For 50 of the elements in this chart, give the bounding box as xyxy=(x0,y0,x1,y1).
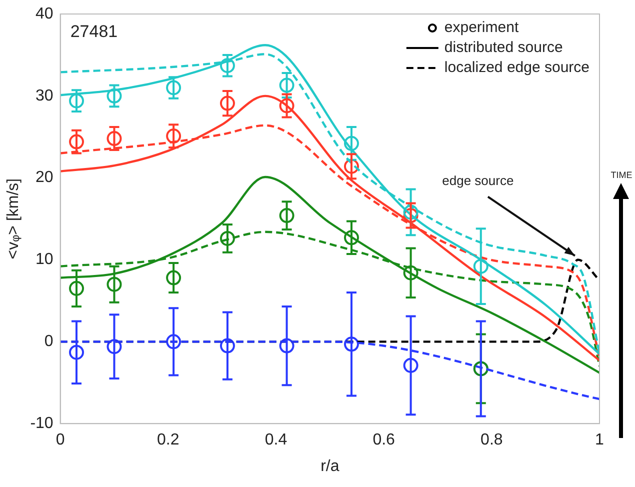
point xyxy=(473,258,488,274)
y-tick-label: 10 xyxy=(36,251,54,268)
point xyxy=(403,204,418,220)
x-tick-label: 0 xyxy=(56,432,65,449)
x-tick-label: 0.8 xyxy=(480,432,503,449)
point xyxy=(279,208,294,224)
legend-label: localized edge source xyxy=(444,59,590,76)
point xyxy=(166,80,182,96)
point xyxy=(69,344,84,360)
line-series xyxy=(60,176,600,374)
y-tick-label: 40 xyxy=(36,5,54,22)
y-tick-label: -10 xyxy=(30,415,54,432)
x-axis-title: r/a xyxy=(320,458,340,475)
point xyxy=(220,338,235,354)
point xyxy=(106,339,122,354)
point xyxy=(166,334,182,350)
x-tick-label: 0.4 xyxy=(264,432,288,449)
point xyxy=(69,134,84,150)
point xyxy=(220,230,235,246)
point xyxy=(403,358,418,373)
y-tick-label: 0 xyxy=(44,333,54,350)
point xyxy=(279,78,294,93)
point xyxy=(166,128,182,144)
point xyxy=(344,136,359,151)
point xyxy=(220,58,235,74)
x-tick-label: 0.6 xyxy=(372,432,396,449)
point xyxy=(106,131,122,146)
point xyxy=(403,208,418,224)
point xyxy=(344,230,359,246)
point xyxy=(279,338,294,354)
point xyxy=(344,336,359,352)
point xyxy=(279,98,294,114)
point xyxy=(106,276,122,292)
x-tick-label: 1 xyxy=(595,432,604,449)
y-axis-title: <vᵩ> [km/s] xyxy=(5,178,22,260)
annotation: edge source xyxy=(442,172,514,188)
point xyxy=(106,88,122,104)
point xyxy=(166,270,182,286)
x-tick-label: 0.2 xyxy=(157,432,180,449)
point xyxy=(344,158,359,174)
annotation: 27481 xyxy=(70,22,118,42)
point xyxy=(403,265,418,280)
point xyxy=(69,93,84,108)
point xyxy=(220,96,235,111)
point xyxy=(69,280,84,296)
legend-label: experiment xyxy=(444,19,520,36)
y-tick-label: 30 xyxy=(36,87,54,104)
legend-label: distributed source xyxy=(444,39,563,56)
y-tick-label: 20 xyxy=(36,169,54,186)
text: TIME xyxy=(610,170,634,180)
